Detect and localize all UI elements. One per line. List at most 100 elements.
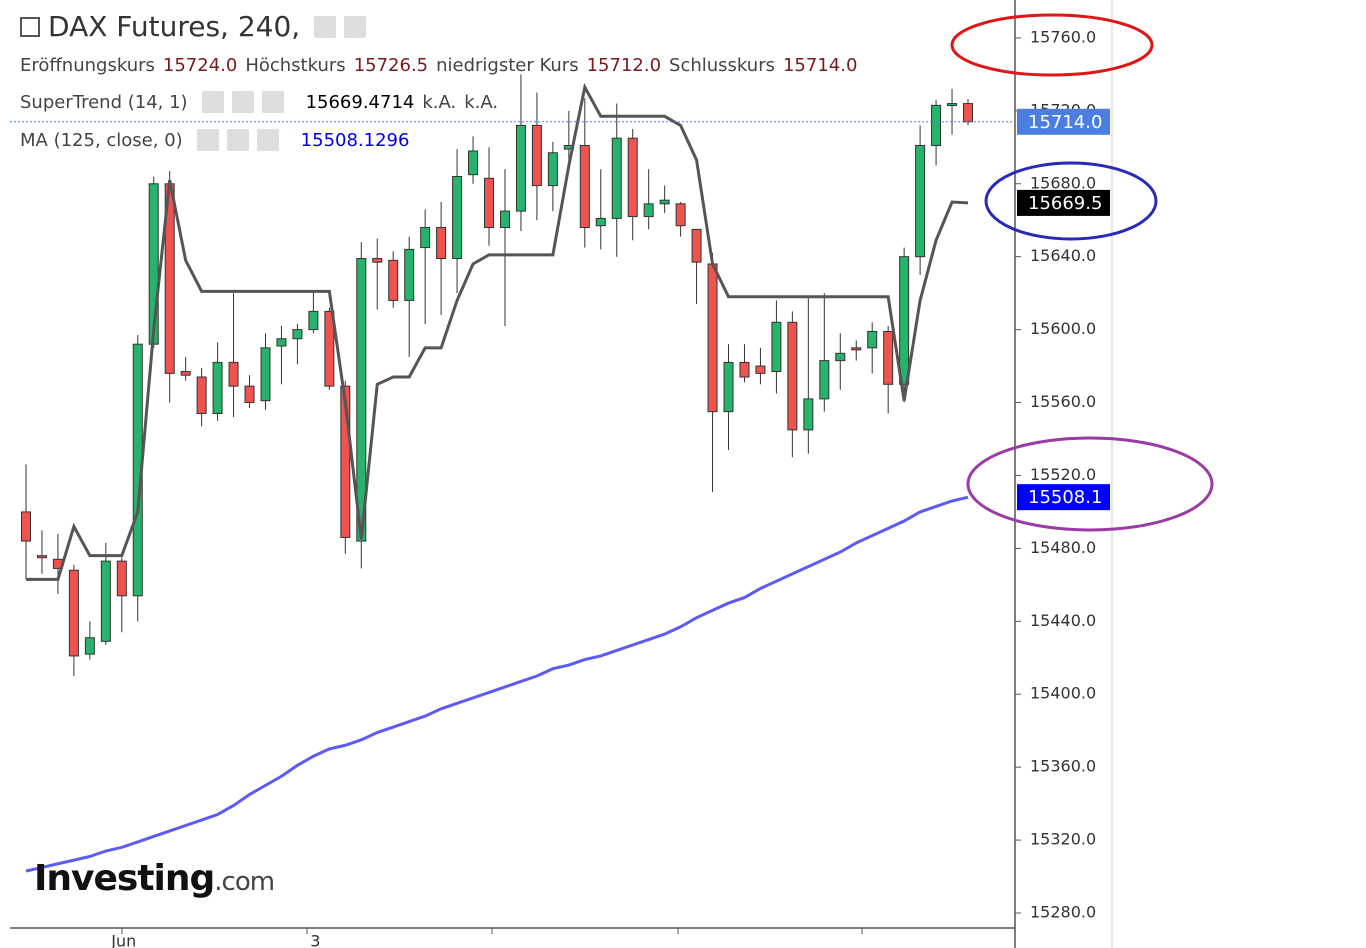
price-marker-label: 15669.5 (1028, 193, 1102, 214)
candle-body (547, 152, 558, 187)
icon[interactable] (231, 91, 254, 113)
candle-body (420, 227, 431, 249)
icon[interactable] (261, 91, 284, 113)
candle-body (723, 361, 734, 413)
y-tick-label: 15520.0 (1030, 465, 1096, 484)
y-tick-label: 15360.0 (1030, 757, 1096, 776)
candle-body (244, 385, 255, 404)
indicator-name: SuperTrend (14, 1) (20, 91, 188, 113)
title: DAX Futures, 240, (48, 10, 301, 43)
y-tick-label: 15560.0 (1030, 392, 1096, 411)
candle-body (947, 103, 958, 107)
candle-body (883, 330, 894, 385)
price-marker (1017, 484, 1110, 511)
candle-body (340, 385, 351, 538)
candle-body (452, 175, 463, 260)
candle-body (675, 203, 686, 227)
candle-body (835, 352, 846, 362)
title-row: DAX Futures, 240, (20, 10, 367, 43)
candle-body (292, 329, 303, 340)
icon[interactable] (226, 129, 249, 151)
candle-body (915, 144, 926, 258)
icon[interactable] (314, 15, 337, 38)
candle-body (84, 637, 95, 655)
candle-body (819, 360, 830, 400)
candle-body (739, 361, 750, 378)
candle-body (21, 511, 31, 542)
candle-body (899, 256, 910, 385)
y-tick-label: 15680.0 (1030, 173, 1096, 192)
candle-body (436, 227, 447, 260)
candle-body (276, 338, 287, 347)
y-tick-label: 15760.0 (1030, 27, 1096, 46)
candle-body (611, 137, 622, 219)
candle-body (324, 310, 335, 387)
ohlc-value: 15714.0 (782, 55, 858, 76)
candle-body (803, 398, 814, 431)
y-tick-label: 15600.0 (1030, 319, 1096, 338)
candle-body (579, 144, 590, 229)
candle-body (931, 104, 942, 146)
indicator-value: k.A. (422, 91, 457, 113)
indicator-value: 15508.1296 (300, 129, 410, 151)
candle-body (180, 371, 191, 376)
candle-body (515, 124, 526, 212)
series-line (25, 495, 969, 873)
indicator-row: SuperTrend (14, 1) 15669.4714 k.A. k.A. (20, 91, 498, 113)
watermark: Investing.com (34, 858, 275, 899)
price-marker-label: 15714.0 (1028, 112, 1102, 133)
candle-body (659, 199, 670, 205)
candle-body (851, 347, 862, 351)
candle-body (228, 361, 239, 387)
watermark-suffix: .com (214, 867, 275, 897)
x-tick-label: Jun (110, 932, 136, 948)
ohlc-label: Eröffnungskurs (20, 55, 155, 76)
candle-body (771, 321, 782, 373)
ohlc-label: Schlusskurs (669, 55, 775, 76)
collapse-icon[interactable] (20, 16, 40, 37)
candle-body (388, 259, 399, 301)
watermark-brand: Investing (34, 858, 215, 899)
price-marker (1017, 189, 1110, 216)
candle-body (260, 347, 271, 402)
icon[interactable] (196, 129, 219, 151)
y-tick-label: 15400.0 (1030, 684, 1096, 703)
ohlc-label: niedrigster Kurs (436, 55, 579, 76)
indicator-name: MA (125, close, 0) (20, 129, 183, 151)
ohlc-value: 15724.0 (162, 55, 238, 76)
icon[interactable] (201, 91, 224, 113)
candle-body (707, 263, 718, 413)
candle-body (404, 248, 415, 301)
icon[interactable] (344, 15, 367, 38)
ohlc-value: 15726.5 (353, 55, 429, 76)
y-tick-label: 15280.0 (1030, 902, 1096, 921)
candle-body (595, 217, 606, 227)
candle-body (36, 555, 47, 559)
annotation-ellipse (950, 13, 1154, 77)
candle-body (468, 150, 479, 176)
candle-body (116, 560, 127, 597)
indicator-row: MA (125, close, 0) 15508.1296 (20, 129, 409, 151)
candle-body (212, 361, 223, 414)
ohlc-row: Eröffnungskurs 15724.0 Höchstkurs 15726.5 … (20, 55, 857, 76)
y-tick-label: 15440.0 (1030, 611, 1096, 630)
candle-body (691, 228, 702, 263)
icon[interactable] (256, 129, 279, 151)
series-line (26, 82, 969, 581)
annotation-ellipse (984, 161, 1158, 241)
ohlc-value: 15712.0 (586, 55, 662, 76)
candle-body (531, 124, 542, 187)
ohlc-label: Höchstkurs (245, 55, 346, 76)
candle-body (68, 569, 79, 657)
price-marker (1017, 108, 1110, 135)
candle-body (755, 365, 766, 374)
candle-body (372, 258, 383, 263)
candle-body (643, 203, 654, 218)
y-tick-label: 15480.0 (1030, 538, 1096, 557)
indicator-value: 15669.4714 (305, 91, 415, 113)
candle-body (499, 210, 510, 229)
price-marker-label: 15508.1 (1028, 487, 1102, 508)
candle-body (787, 321, 798, 431)
y-tick-label: 15640.0 (1030, 246, 1096, 265)
